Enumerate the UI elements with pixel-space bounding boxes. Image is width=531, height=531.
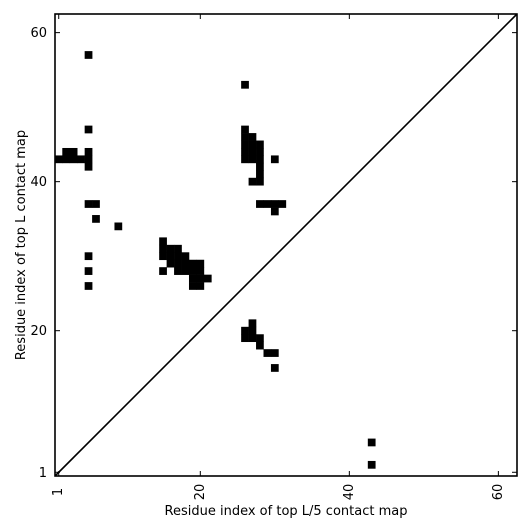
upper-contact-cell: [196, 259, 205, 268]
upper-contact-cell: [248, 147, 257, 156]
upper-contact-cell: [188, 267, 197, 275]
upper-contact-cell: [256, 155, 264, 164]
lower-contact-cell: [248, 319, 257, 328]
upper-contact-cell: [166, 252, 175, 261]
y-tick-label: 60: [30, 26, 47, 41]
upper-contact-cell: [248, 177, 257, 186]
upper-contact-cell: [181, 259, 190, 268]
upper-contact-cell: [69, 147, 78, 156]
upper-contact-cell: [69, 155, 78, 164]
upper-contact-cell: [84, 125, 93, 134]
upper-contact-cell: [62, 155, 71, 164]
upper-contact-cell: [270, 207, 279, 216]
y-axis-label: Residue index of top L contact map: [14, 130, 29, 360]
lower-contact-cell: [248, 334, 257, 343]
upper-contact-cell: [166, 259, 175, 268]
upper-contact-cell: [241, 140, 249, 149]
x-tick-label: 1: [51, 488, 66, 496]
upper-contact-cell: [77, 155, 85, 164]
y-tick-label: 1: [39, 466, 47, 481]
lower-contact-cell: [367, 460, 376, 469]
y-tick-label: 20: [30, 324, 47, 339]
lower-contact-cell: [248, 326, 257, 335]
upper-contact-cell: [84, 282, 93, 290]
upper-contact-cell: [62, 147, 71, 156]
diagonal-line: [54, 13, 518, 477]
lower-contact-cell: [270, 364, 279, 372]
upper-contact-cell: [256, 140, 264, 149]
upper-contact-cell: [256, 177, 264, 186]
upper-contact-cell: [114, 222, 123, 231]
upper-contact-cell: [196, 282, 205, 290]
upper-contact-cell: [248, 133, 257, 141]
upper-contact-cell: [196, 267, 205, 275]
contact-cells: [54, 51, 376, 469]
y-tick-label: 40: [30, 175, 47, 190]
plot-frame: [54, 13, 518, 477]
upper-contact-cell: [196, 274, 205, 283]
upper-contact-cell: [174, 252, 182, 261]
upper-contact-cell: [84, 51, 93, 59]
upper-contact-cell: [278, 200, 287, 208]
upper-contact-cell: [241, 80, 249, 89]
upper-contact-cell: [181, 252, 190, 261]
upper-contact-cell: [241, 147, 249, 156]
x-axis-label: Residue index of top L/5 contact map: [165, 504, 408, 519]
upper-contact-cell: [84, 267, 93, 275]
x-tick-label: 60: [491, 484, 506, 501]
upper-contact-cell: [84, 155, 93, 164]
lower-contact-cell: [241, 334, 249, 343]
x-tick-label: 40: [342, 484, 357, 501]
upper-contact-cell: [188, 259, 197, 268]
upper-contact-cell: [174, 267, 182, 275]
upper-contact-cell: [159, 244, 167, 253]
upper-contact-cell: [241, 133, 249, 141]
upper-contact-cell: [181, 267, 190, 275]
upper-contact-cell: [84, 147, 93, 156]
upper-contact-cell: [166, 244, 175, 253]
x-tick-label: 20: [193, 484, 208, 501]
upper-contact-cell: [188, 274, 197, 283]
upper-contact-cell: [256, 200, 264, 208]
upper-contact-cell: [188, 282, 197, 290]
upper-contact-cell: [241, 155, 249, 164]
axis-ticks: 1 20 40 60 1 20 40 60: [30, 14, 517, 500]
upper-contact-cell: [159, 237, 167, 246]
upper-contact-cell: [241, 125, 249, 134]
lower-contact-cell: [270, 349, 279, 357]
upper-contact-cell: [248, 140, 257, 149]
upper-contact-cell: [84, 252, 93, 261]
upper-contact-cell: [92, 200, 100, 208]
upper-contact-cell: [159, 267, 167, 275]
lower-contact-cell: [256, 334, 264, 343]
upper-contact-cell: [159, 252, 167, 261]
upper-contact-cell: [92, 215, 100, 223]
lower-contact-cell: [263, 349, 272, 357]
upper-contact-cell: [263, 200, 272, 208]
lower-contact-cell: [367, 438, 376, 447]
lower-contact-cell: [256, 341, 264, 350]
upper-contact-cell: [270, 200, 279, 208]
lower-contact-cell: [241, 326, 249, 335]
upper-contact-cell: [256, 170, 264, 179]
upper-contact-cell: [256, 147, 264, 156]
upper-contact-cell: [84, 200, 93, 208]
upper-contact-cell: [256, 162, 264, 171]
upper-contact-cell: [174, 259, 182, 268]
upper-contact-cell: [248, 155, 257, 164]
upper-contact-cell: [270, 155, 279, 164]
upper-contact-cell: [84, 162, 93, 171]
upper-contact-cell: [203, 274, 212, 283]
upper-contact-cell: [174, 244, 182, 253]
upper-contact-cell: [54, 155, 63, 164]
